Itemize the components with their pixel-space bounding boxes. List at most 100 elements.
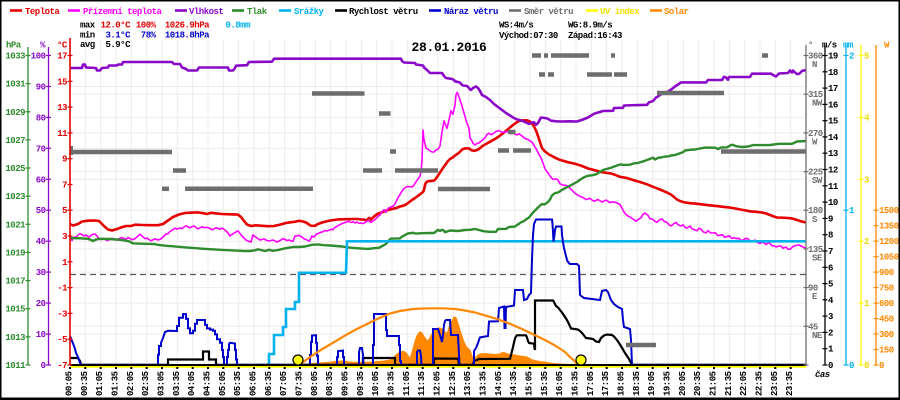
svg-text:N: N	[812, 60, 817, 70]
svg-text:60: 60	[36, 175, 46, 185]
svg-text:m/s: m/s	[822, 41, 837, 51]
svg-text:100: 100	[31, 52, 46, 62]
svg-text:225: 225	[808, 168, 823, 178]
svg-text:7: 7	[828, 247, 833, 257]
svg-text:14:05: 14:05	[494, 371, 504, 396]
svg-text:1026.9hPa: 1026.9hPa	[165, 21, 210, 31]
svg-text:05:05: 05:05	[218, 371, 228, 396]
svg-text:06:35: 06:35	[264, 371, 274, 396]
svg-text:23:05: 23:05	[770, 371, 780, 396]
svg-text:02:35: 02:35	[141, 371, 151, 396]
svg-text:1027: 1027	[5, 136, 25, 146]
svg-text:15: 15	[57, 77, 67, 87]
svg-text:Srážky: Srážky	[294, 7, 325, 17]
svg-text:Tlak: Tlak	[247, 7, 268, 17]
svg-text:360: 360	[808, 52, 823, 62]
svg-text:5: 5	[864, 52, 869, 62]
svg-text:03:05: 03:05	[157, 371, 167, 396]
svg-text:8: 8	[828, 231, 833, 241]
svg-text:45: 45	[808, 322, 818, 332]
svg-text:03:35: 03:35	[172, 371, 182, 396]
svg-text:180: 180	[808, 206, 823, 216]
svg-text:čas: čas	[815, 370, 830, 380]
svg-text:02:05: 02:05	[126, 371, 136, 396]
svg-text:90: 90	[36, 83, 46, 93]
svg-text:00:35: 00:35	[80, 371, 90, 396]
svg-text:SW: SW	[812, 176, 823, 186]
svg-text:5.9°C: 5.9°C	[105, 40, 131, 50]
svg-text:0: 0	[879, 361, 884, 371]
svg-text:11: 11	[828, 182, 839, 192]
svg-text:14: 14	[828, 133, 839, 143]
svg-text:1033: 1033	[5, 52, 25, 62]
svg-text:16:05: 16:05	[555, 371, 565, 396]
svg-text:315: 315	[808, 90, 823, 100]
svg-text:Solar: Solar	[664, 7, 689, 17]
svg-text:70: 70	[36, 144, 46, 154]
svg-text:18:05: 18:05	[617, 371, 627, 396]
svg-text:WG:8.9m/s: WG:8.9m/s	[568, 21, 612, 31]
svg-text:11: 11	[57, 129, 68, 139]
svg-text:10:05: 10:05	[371, 371, 381, 396]
svg-text:Západ:16:43: Západ:16:43	[568, 31, 622, 41]
svg-text:80: 80	[36, 113, 46, 123]
svg-text:4: 4	[828, 296, 834, 306]
svg-text:3: 3	[864, 175, 869, 185]
svg-text:12:05: 12:05	[433, 371, 443, 396]
svg-text:11:05: 11:05	[402, 371, 412, 396]
svg-text:17:05: 17:05	[586, 371, 596, 396]
svg-text:17:35: 17:35	[601, 371, 611, 396]
svg-text:00:05: 00:05	[65, 371, 75, 396]
svg-text:09:05: 09:05	[341, 371, 351, 396]
svg-text:07:35: 07:35	[295, 371, 305, 396]
svg-text:09:35: 09:35	[356, 371, 366, 396]
svg-text:13:35: 13:35	[479, 371, 489, 396]
svg-text:12:35: 12:35	[448, 371, 458, 396]
svg-text:10: 10	[36, 330, 46, 340]
svg-text:0: 0	[41, 361, 46, 371]
svg-text:1017: 1017	[5, 277, 25, 287]
svg-text:6: 6	[828, 263, 833, 273]
svg-text:14:35: 14:35	[509, 371, 519, 396]
svg-text:1013: 1013	[5, 333, 25, 343]
svg-text:04:35: 04:35	[203, 371, 213, 396]
svg-text:1011: 1011	[5, 361, 26, 371]
svg-text:07:05: 07:05	[279, 371, 289, 396]
svg-text:-5: -5	[57, 335, 67, 345]
svg-text:100%: 100%	[136, 21, 157, 31]
svg-text:4: 4	[864, 113, 870, 123]
svg-text:WS:4m/s: WS:4m/s	[499, 21, 533, 31]
svg-text:1025: 1025	[5, 164, 25, 174]
svg-text:01:05: 01:05	[95, 371, 105, 396]
svg-text:2: 2	[849, 52, 854, 62]
svg-text:11:35: 11:35	[417, 371, 427, 396]
svg-text:NE: NE	[812, 331, 823, 341]
svg-text:1200: 1200	[879, 237, 899, 247]
svg-text:avg: avg	[80, 40, 95, 50]
svg-text:22:35: 22:35	[755, 371, 765, 396]
svg-text:05:35: 05:35	[233, 371, 243, 396]
svg-text:1: 1	[864, 299, 870, 309]
svg-text:16: 16	[828, 100, 838, 110]
svg-text:-7: -7	[57, 361, 67, 371]
svg-text:21:35: 21:35	[724, 371, 734, 396]
svg-text:1050: 1050	[879, 253, 899, 263]
svg-text:17: 17	[57, 52, 67, 62]
svg-text:20:35: 20:35	[693, 371, 703, 396]
svg-text:13: 13	[57, 103, 67, 113]
svg-text:5: 5	[828, 280, 833, 290]
svg-text:3.1°C: 3.1°C	[105, 30, 131, 40]
svg-text:15: 15	[828, 117, 838, 127]
svg-text:1031: 1031	[5, 80, 26, 90]
svg-text:270: 270	[808, 129, 823, 139]
svg-text:1500: 1500	[879, 206, 899, 216]
svg-text:50: 50	[36, 206, 46, 216]
svg-text:NW: NW	[812, 99, 823, 109]
svg-text:1029: 1029	[5, 108, 25, 118]
svg-text:12.0°C: 12.0°C	[101, 21, 132, 31]
svg-text:1: 1	[849, 206, 855, 216]
svg-text:40: 40	[36, 237, 46, 247]
svg-text:0: 0	[849, 361, 854, 371]
svg-text:1019: 1019	[5, 249, 25, 259]
svg-text:7: 7	[62, 181, 67, 191]
